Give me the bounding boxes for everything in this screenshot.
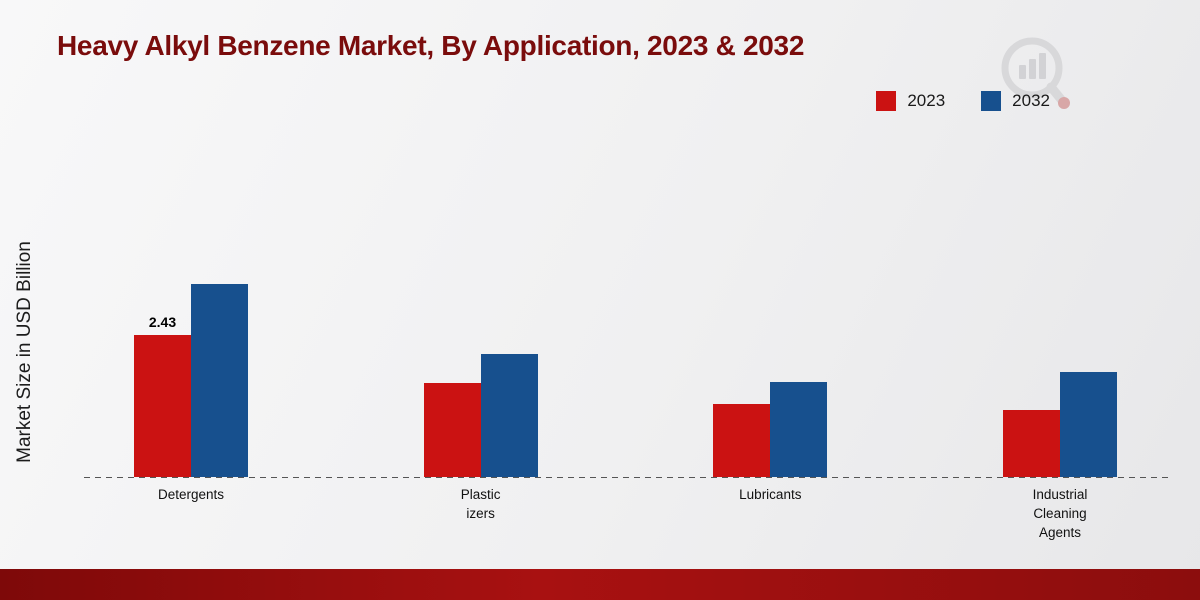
bar-2023-detergents: 2.43 (134, 314, 191, 477)
bar-2032-detergents (191, 283, 248, 477)
x-axis-baseline (84, 477, 1171, 478)
footer-stripe (0, 569, 1200, 600)
chart-title: Heavy Alkyl Benzene Market, By Applicati… (57, 30, 805, 61)
bar-group-detergents: 2.43 Detergents (134, 272, 248, 502)
bar-pair-detergents: 2.43 (134, 272, 248, 477)
legend-swatch-2023 (876, 91, 897, 111)
legend-label-2023: 2023 (907, 91, 946, 110)
plot-area: 2.43 Detergents Plastic izers Lubricants Indu… (84, 272, 1171, 540)
bar-2032-lubricants (770, 382, 828, 477)
bar-2023-plasticizers (423, 383, 481, 477)
y-axis-title: Market Size in USD Billion (14, 241, 35, 463)
bar-pair-plasticizers (423, 272, 538, 477)
legend-item-2032: 2032 (981, 91, 1050, 111)
legend-swatch-2032 (981, 91, 1002, 111)
category-label-plasticizers: Plastic izers (460, 487, 501, 521)
bar-groups-container: 2.43 Detergents Plastic izers Lubricants Indu… (88, 272, 1163, 540)
bar-group-lubricants: Lubricants (713, 272, 828, 502)
bar-group-industrial-cleaning-agents: Industrial Cleaning Agents (1002, 272, 1117, 540)
bar-value-label-detergents: 2.43 (148, 313, 177, 330)
brand-logo-icon (996, 32, 1074, 119)
category-label-industrial-cleaning-agents: Industrial Cleaning Agents (1032, 487, 1088, 540)
category-label-detergents: Detergents (157, 487, 225, 502)
bar-pair-lubricants (713, 272, 828, 477)
bar-2023-lubricants (713, 403, 771, 477)
bar-2032-industrial-cleaning-agents (1059, 371, 1117, 477)
bar-pair-industrial-cleaning-agents (1002, 272, 1117, 477)
legend-label-2032: 2032 (1012, 91, 1050, 110)
bar-2032-plasticizers (480, 354, 538, 477)
legend: 2023 2032 (876, 91, 1050, 111)
category-label-lubricants: Lubricants (739, 487, 802, 502)
bar-2023-industrial-cleaning-agents (1002, 409, 1060, 477)
bar-group-plasticizers: Plastic izers (423, 272, 538, 521)
legend-item-2023: 2023 (876, 91, 945, 111)
